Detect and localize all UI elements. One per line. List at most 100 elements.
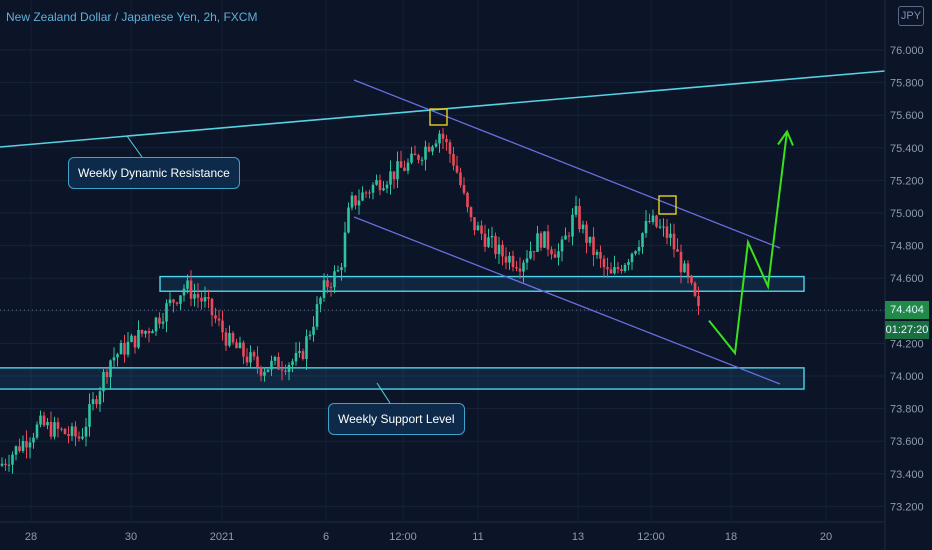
candle-body <box>539 233 543 248</box>
candle-body <box>46 422 49 426</box>
candle-body <box>382 188 385 191</box>
candle-body <box>385 184 389 189</box>
horizontal-zone <box>159 275 805 292</box>
candle-body <box>424 146 427 160</box>
candle-body <box>672 233 676 250</box>
candle-body <box>599 251 602 259</box>
candle-body <box>644 221 648 234</box>
candle-body <box>389 171 392 185</box>
candle-body <box>392 171 396 180</box>
y-tick-label: 76.000 <box>890 45 924 57</box>
candle-body <box>676 249 679 252</box>
chart-title: New Zealand Dollar / Japanese Yen, 2h, F… <box>6 10 258 24</box>
candle-body <box>434 143 438 147</box>
candle-body <box>501 244 504 257</box>
candle-body <box>4 463 7 466</box>
candle-body <box>371 184 375 193</box>
candle-body <box>494 235 497 255</box>
candle-body <box>648 221 651 223</box>
resistance-callout: Weekly Dynamic Resistance <box>68 157 240 189</box>
y-tick-label: 75.000 <box>890 208 924 220</box>
candle-body <box>77 436 81 439</box>
candle-body <box>396 161 399 180</box>
candle-body <box>214 315 217 319</box>
candle-body <box>448 142 452 154</box>
candle-body <box>326 280 329 287</box>
candle-body <box>284 370 287 372</box>
candle-body <box>564 235 567 240</box>
candle-body <box>340 267 343 271</box>
candle-body <box>462 185 466 193</box>
candle-body <box>175 302 179 304</box>
candle-body <box>364 192 368 194</box>
x-tick-label: 13 <box>572 531 584 543</box>
candle-body <box>315 304 319 327</box>
candle-body <box>105 372 109 378</box>
candle-body <box>130 335 133 342</box>
candle-body <box>144 330 147 334</box>
candle-body <box>112 357 116 361</box>
candle-body <box>270 360 273 370</box>
candle-body <box>403 167 406 171</box>
candle-body <box>207 297 210 299</box>
candle-body <box>200 297 203 302</box>
candle-body <box>189 280 193 299</box>
candle-body <box>581 224 585 230</box>
candle-body <box>634 251 637 254</box>
candle-body <box>0 463 4 466</box>
candle-body <box>679 251 683 273</box>
candle-body <box>84 426 88 437</box>
candle-body <box>431 146 434 152</box>
candle-body <box>616 267 620 270</box>
candle-body <box>508 255 511 263</box>
candle-body <box>417 155 420 160</box>
candle-body <box>410 153 413 163</box>
candle-body <box>557 251 560 258</box>
candle-body <box>333 271 336 288</box>
swing-high-marker <box>429 108 448 126</box>
y-tick-label: 75.800 <box>890 78 924 90</box>
candle-body <box>217 318 221 321</box>
candle-body <box>25 441 28 448</box>
y-tick-label: 74.000 <box>890 371 924 383</box>
candle-body <box>574 206 578 215</box>
candle-body <box>245 356 249 363</box>
candle-body <box>497 244 501 255</box>
candle-body <box>445 138 448 143</box>
candle-body <box>308 334 312 337</box>
y-tick-label: 75.600 <box>890 110 924 122</box>
drawn-lines <box>0 70 886 404</box>
candle-body <box>287 364 291 372</box>
candle-body <box>483 233 487 247</box>
candle-body <box>291 361 294 365</box>
candle-body <box>690 275 693 283</box>
candle-body <box>368 192 371 194</box>
candles <box>0 127 700 474</box>
candle-body <box>375 180 378 185</box>
candle-body <box>420 159 424 161</box>
candle-body <box>651 215 655 222</box>
support-callout-pointer <box>376 382 391 404</box>
candle-body <box>98 391 102 405</box>
candle-body <box>550 249 553 255</box>
candle-body <box>18 446 21 451</box>
candle-body <box>319 297 322 305</box>
currency-badge[interactable]: JPY <box>898 6 924 26</box>
countdown-tag: 01:27:20 <box>885 321 929 339</box>
candle-body <box>137 330 140 348</box>
candle-body <box>60 428 63 430</box>
candle-body <box>193 294 196 299</box>
candle-body <box>280 369 284 371</box>
candle-body <box>518 268 522 272</box>
candle-body <box>39 415 42 425</box>
candle-body <box>67 434 70 436</box>
candle-body <box>522 262 525 272</box>
candle-body <box>627 262 630 265</box>
candle-body <box>336 270 340 272</box>
candle-body <box>606 267 609 270</box>
candle-body <box>182 288 186 296</box>
candle-body <box>179 295 182 304</box>
candle-body <box>231 332 235 343</box>
projection-arrowhead <box>777 129 794 146</box>
